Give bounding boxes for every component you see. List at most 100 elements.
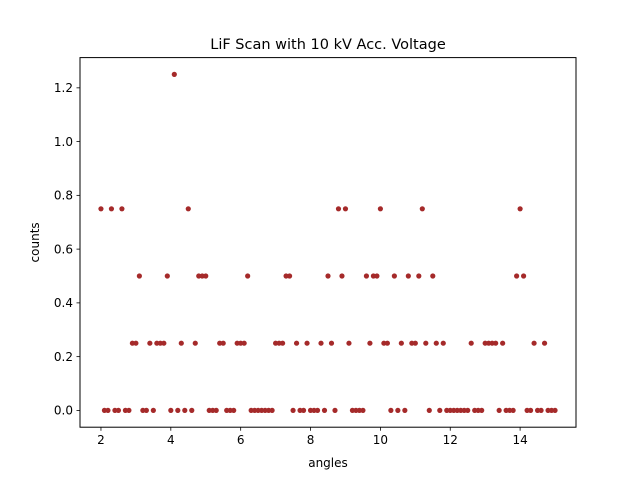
x-tick-label: 14 — [512, 433, 527, 447]
data-point — [269, 407, 275, 413]
data-point — [391, 273, 397, 279]
data-point — [119, 206, 125, 212]
data-point — [143, 407, 149, 413]
chart-title: LiF Scan with 10 kV Acc. Voltage — [210, 37, 446, 53]
data-point — [220, 340, 226, 346]
data-point — [175, 407, 181, 413]
data-point — [339, 273, 345, 279]
data-point — [395, 407, 401, 413]
data-point — [126, 407, 132, 413]
data-point — [541, 340, 548, 346]
data-point — [231, 407, 237, 413]
x-tick-label: 6 — [237, 433, 245, 447]
data-point — [412, 340, 418, 346]
data-point — [346, 340, 352, 346]
data-point — [213, 407, 219, 413]
data-point — [440, 340, 446, 346]
x-tick-label: 10 — [373, 433, 388, 447]
data-point — [538, 407, 544, 413]
data-point — [388, 407, 394, 413]
data-point — [185, 206, 191, 212]
data-point — [374, 273, 380, 279]
data-point — [321, 407, 328, 413]
data-point — [241, 340, 247, 346]
data-point — [147, 340, 153, 346]
data-point — [171, 71, 177, 77]
y-tick-label: 0.6 — [54, 242, 73, 256]
data-point — [136, 273, 142, 279]
data-point — [290, 407, 296, 413]
data-point — [496, 407, 502, 413]
data-point — [416, 273, 422, 279]
data-point — [335, 206, 342, 212]
data-point — [419, 206, 425, 212]
data-point — [332, 407, 338, 413]
data-point — [325, 273, 331, 279]
data-point — [182, 407, 188, 413]
data-point — [115, 407, 122, 413]
data-point — [521, 273, 527, 279]
data-point — [465, 407, 471, 413]
data-point — [293, 340, 300, 346]
data-point — [510, 407, 516, 413]
y-tick-label: 0.8 — [54, 189, 73, 203]
data-point — [108, 206, 115, 212]
data-point — [468, 340, 474, 346]
data-point — [189, 407, 195, 413]
y-tick-label: 0.0 — [54, 404, 73, 418]
plot-frame — [79, 57, 577, 428]
data-point — [527, 407, 534, 413]
data-point — [168, 407, 174, 413]
data-point — [493, 340, 499, 346]
data-points — [98, 71, 558, 413]
data-point — [192, 340, 198, 346]
data-point — [423, 340, 429, 346]
y-axis-label: counts — [28, 222, 42, 262]
data-point — [314, 407, 321, 413]
data-point — [342, 206, 349, 212]
data-point — [150, 407, 156, 413]
x-tick-label: 4 — [167, 433, 175, 447]
data-point — [363, 273, 370, 279]
data-point — [279, 340, 286, 346]
data-point — [161, 340, 167, 346]
data-point — [164, 273, 170, 279]
y-tick-label: 1.2 — [54, 81, 73, 95]
data-point — [300, 407, 307, 413]
data-point — [430, 273, 436, 279]
x-tick-label: 12 — [443, 433, 458, 447]
data-point — [402, 407, 408, 413]
data-point — [517, 206, 523, 212]
y-tick-label: 1.0 — [54, 135, 73, 149]
data-point — [531, 340, 537, 346]
data-point — [514, 273, 520, 279]
x-axis-label: angles — [308, 456, 348, 470]
data-point — [384, 340, 390, 346]
data-point — [433, 340, 439, 346]
data-point — [377, 206, 383, 212]
data-point — [133, 340, 139, 346]
axis-ticks: 2 4 6 8 10 12 14 0.0 0.2 0.4 0.6 0.8 1.0 1.2 — [54, 81, 528, 447]
data-point — [360, 407, 366, 413]
data-point — [328, 340, 335, 346]
data-point — [286, 273, 293, 279]
data-point — [426, 407, 432, 413]
data-point — [178, 340, 184, 346]
y-tick-label: 0.2 — [54, 350, 73, 364]
data-point — [245, 273, 251, 279]
data-point — [405, 273, 411, 279]
data-point — [105, 407, 111, 413]
x-tick-label: 8 — [307, 433, 315, 447]
data-point — [479, 407, 485, 413]
data-point — [500, 340, 506, 346]
x-tick-label: 2 — [97, 433, 105, 447]
data-point — [437, 407, 443, 413]
data-point — [304, 340, 310, 346]
data-point — [552, 407, 558, 413]
data-point — [203, 273, 209, 279]
data-point — [398, 340, 404, 346]
data-point — [318, 340, 324, 346]
y-tick-label: 0.4 — [54, 296, 73, 310]
data-point — [367, 340, 373, 346]
